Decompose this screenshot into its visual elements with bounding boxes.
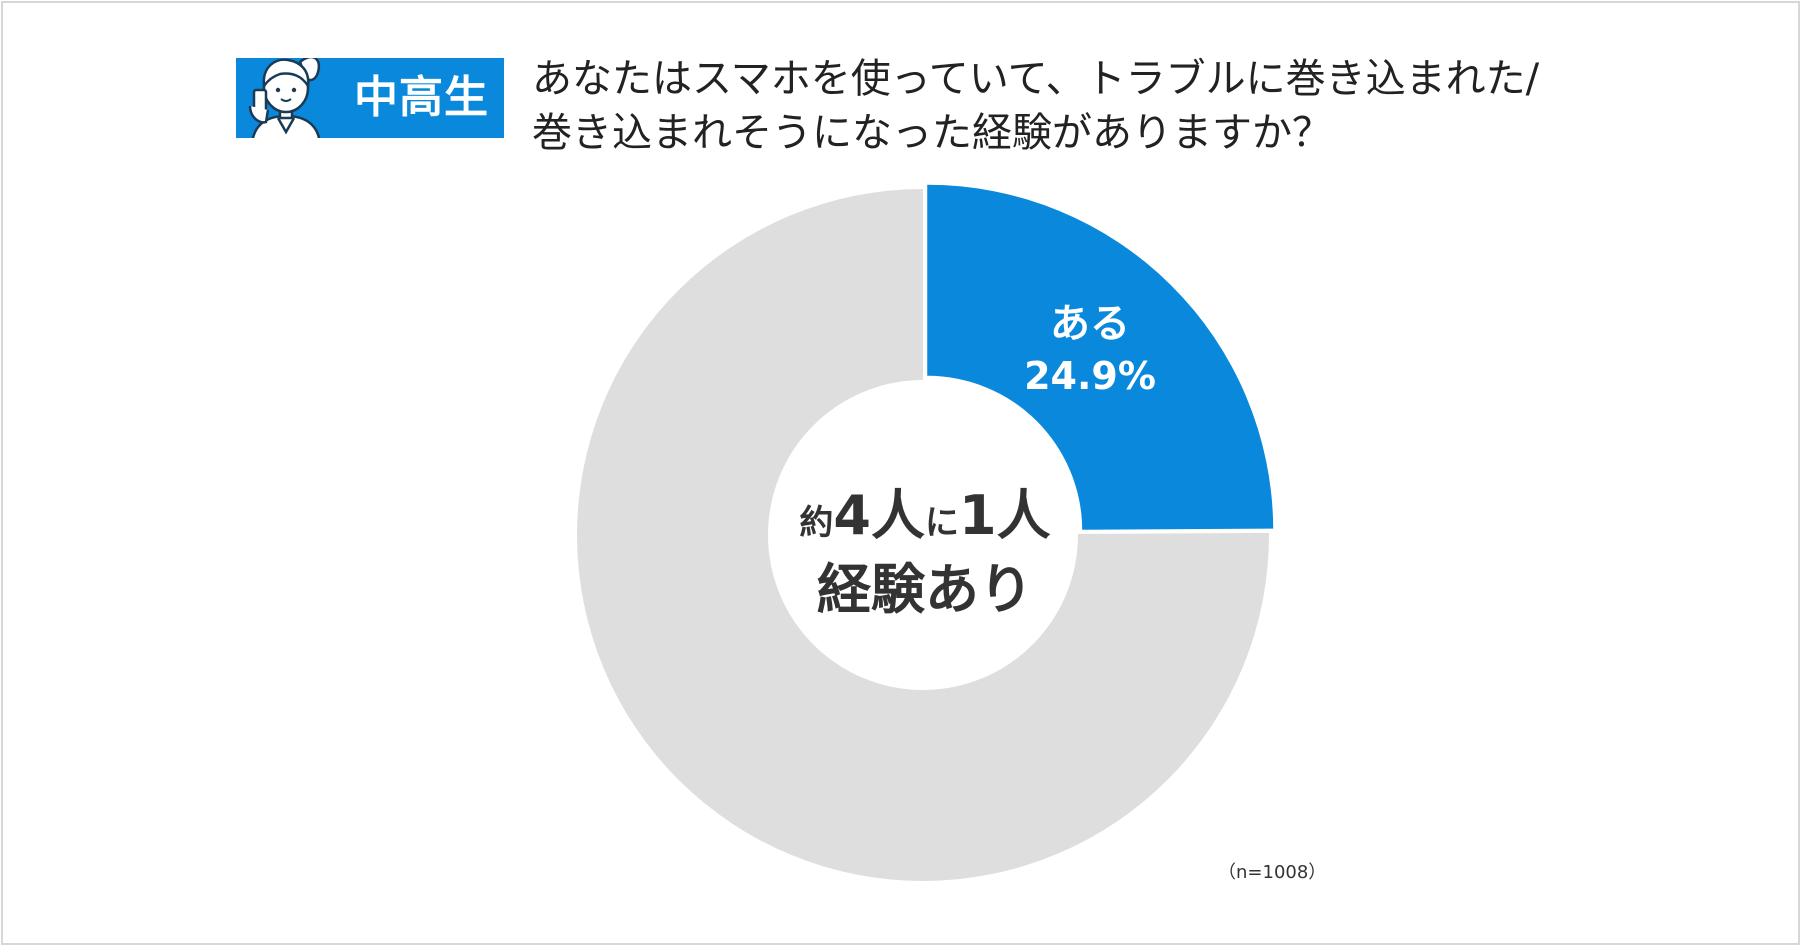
- question-line-1: あなたはスマホを使っていて、トラブルに巻き込まれた/: [532, 56, 1540, 102]
- badge-label: 中高生: [354, 72, 489, 123]
- donut-slice-remainder: [577, 189, 1269, 881]
- center-mid: に: [925, 503, 959, 543]
- slice-value-label: 24.9%: [1024, 354, 1156, 398]
- center-line-1: 約4人に1人: [725, 480, 1125, 552]
- center-line-2: 経験あり: [817, 558, 1033, 621]
- sample-size-note: （n=1008）: [1218, 862, 1327, 883]
- question-title: あなたはスマホを使っていて、トラブルに巻き込まれた/ 巻き込まれそうになった経験…: [532, 52, 1632, 160]
- question-line-2: 巻き込まれそうになった経験がありますか？: [532, 110, 1332, 156]
- donut-center-text: 約4人に1人 経験あり: [725, 480, 1125, 628]
- center-num1: 4: [833, 484, 871, 547]
- student-with-phone-icon: [248, 58, 321, 138]
- respondent-badge: 中高生: [236, 58, 504, 138]
- donut-slice-yes: [927, 184, 1274, 530]
- center-unit2: 人: [996, 484, 1051, 547]
- center-unit1: 人: [871, 484, 925, 547]
- slice-label-yes: ある 24.9%: [990, 298, 1190, 402]
- center-prefix: 約: [799, 503, 834, 543]
- slice-category-label: ある: [1050, 301, 1130, 347]
- center-num2: 1: [959, 484, 997, 547]
